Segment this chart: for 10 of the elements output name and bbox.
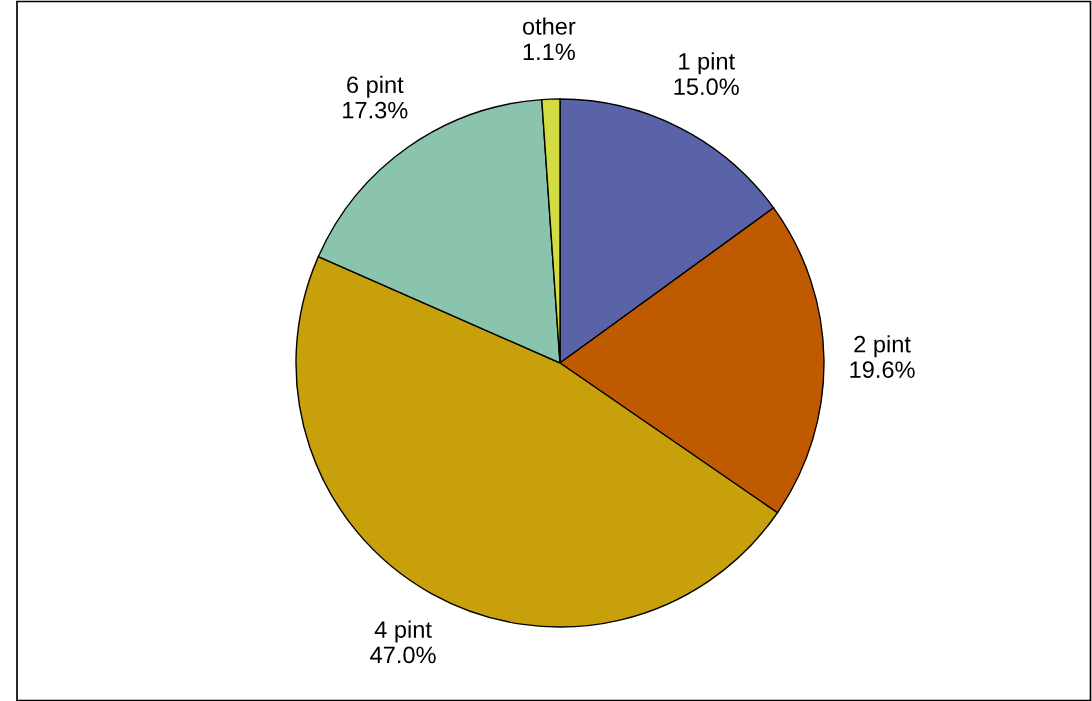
data-label: 47.0%: [370, 646, 436, 664]
data-label: 15.0%: [674, 78, 739, 96]
slice-label: 6 pint: [347, 75, 404, 98]
slice-label: 4 pint: [374, 620, 432, 643]
data-label: 19.6%: [850, 361, 915, 379]
slice-label: other: [522, 17, 576, 35]
slice-label: 2 pint: [854, 335, 911, 358]
data-label: 1.1%: [523, 43, 575, 61]
slice-label: 1 pint: [679, 52, 735, 75]
data-label: 17.3%: [343, 101, 408, 119]
